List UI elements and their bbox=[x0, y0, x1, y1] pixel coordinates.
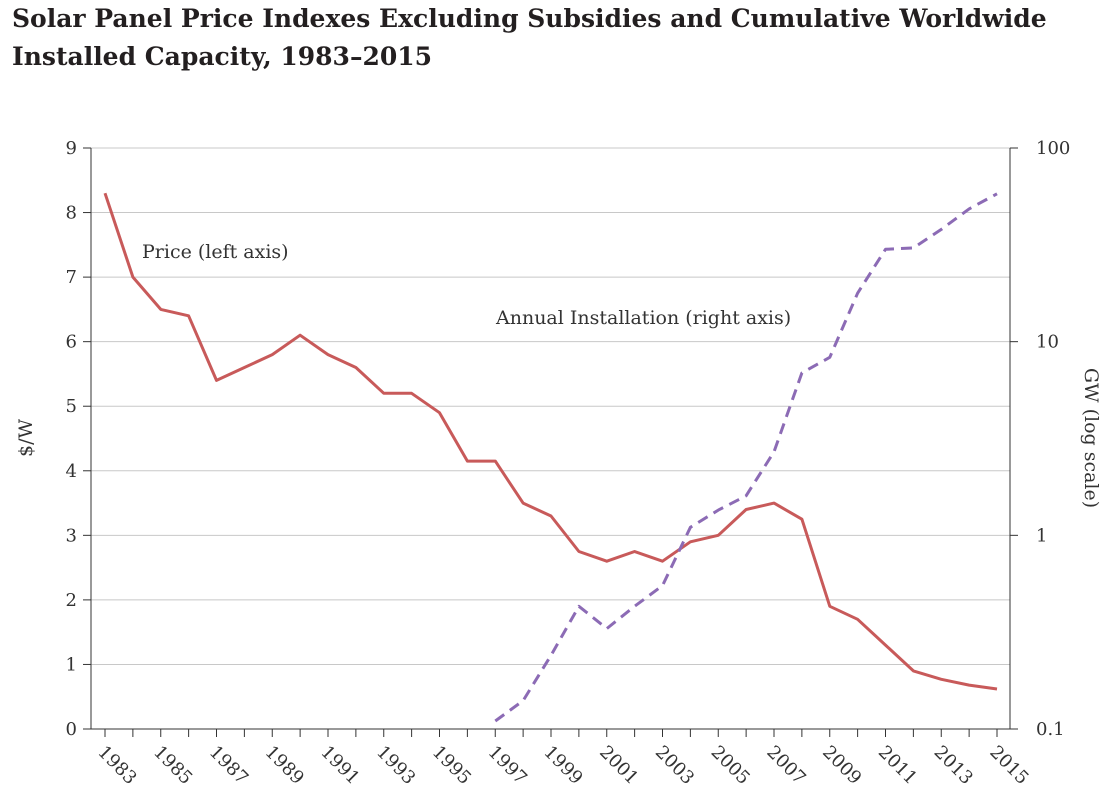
x-tick-label: 1999 bbox=[539, 742, 586, 789]
x-tick-label: 2009 bbox=[818, 742, 865, 789]
x-axis-ticks: 1983 1985 1987 1989 1991 1993 1995 1997 1999 2001… bbox=[93, 729, 1033, 789]
grid bbox=[91, 147, 1010, 665]
left-tick-label: 9 bbox=[66, 138, 77, 159]
x-tick-label: 2015 bbox=[985, 742, 1032, 789]
chart-title: Solar Panel Price Indexes Excluding Subs… bbox=[12, 4, 1047, 71]
left-tick-label: 0 bbox=[66, 719, 77, 740]
x-tick-label: 1995 bbox=[428, 742, 475, 789]
x-tick-label: 2007 bbox=[762, 742, 809, 789]
left-axis-ticks: 0 1 2 3 4 5 6 7 8 9 bbox=[66, 138, 91, 740]
series-line-price bbox=[103, 192, 998, 691]
left-tick-label: 3 bbox=[66, 525, 77, 546]
right-tick-label: 100 bbox=[1036, 138, 1070, 159]
right-tick-label: 0.1 bbox=[1036, 719, 1065, 740]
annotation-installation: Annual Installation (right axis) bbox=[495, 307, 791, 329]
x-tick-label: 1993 bbox=[372, 742, 419, 789]
x-tick-label: 1983 bbox=[93, 742, 140, 789]
right-axis-ticks: 0.1 1 10 100 bbox=[1010, 138, 1070, 740]
x-tick-label: 1991 bbox=[316, 742, 363, 789]
left-axis-title: $/W bbox=[15, 419, 37, 457]
x-tick-label: 2011 bbox=[874, 742, 921, 789]
x-tick-label: 1987 bbox=[205, 742, 252, 789]
left-tick-label: 1 bbox=[66, 654, 77, 675]
right-axis-title: GW (log scale) bbox=[1080, 368, 1102, 508]
axes bbox=[90, 148, 1011, 730]
left-tick-label: 7 bbox=[66, 267, 77, 288]
left-tick-label: 4 bbox=[66, 461, 77, 482]
left-tick-label: 5 bbox=[66, 396, 77, 417]
x-tick-label: 2001 bbox=[595, 742, 642, 789]
annotation-price: Price (left axis) bbox=[142, 241, 289, 263]
x-tick-label: 1989 bbox=[261, 742, 308, 789]
right-tick-label: 10 bbox=[1036, 332, 1059, 353]
x-tick-label: 1997 bbox=[484, 742, 531, 789]
x-tick-label: 2003 bbox=[651, 742, 698, 789]
series-line-installation bbox=[494, 192, 998, 723]
right-tick-label: 1 bbox=[1036, 525, 1047, 546]
left-tick-label: 6 bbox=[66, 332, 77, 353]
x-tick-label: 1985 bbox=[149, 742, 196, 789]
series bbox=[103, 192, 998, 723]
left-tick-label: 2 bbox=[66, 590, 77, 611]
left-tick-label: 8 bbox=[66, 203, 77, 224]
x-tick-label: 2005 bbox=[707, 742, 754, 789]
x-tick-label: 2013 bbox=[930, 742, 977, 789]
